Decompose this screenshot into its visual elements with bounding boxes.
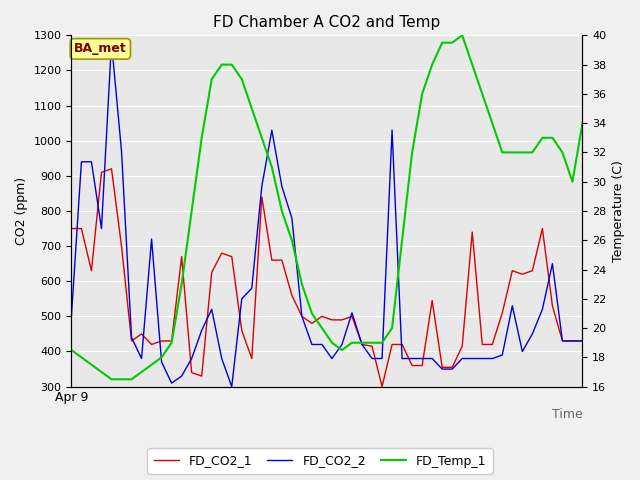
- FD_CO2_1: [68, 226, 76, 231]
- FD_CO2_2: [228, 384, 236, 389]
- FD_CO2_2: [398, 356, 406, 361]
- FD_CO2_1: [378, 384, 386, 389]
- FD_Temp_1: [118, 376, 125, 382]
- FD_Temp_1: [108, 376, 115, 382]
- FD_CO2_2: [419, 356, 426, 361]
- Legend: FD_CO2_1, FD_CO2_2, FD_Temp_1: FD_CO2_1, FD_CO2_2, FD_Temp_1: [147, 448, 493, 474]
- FD_CO2_1: [348, 313, 356, 319]
- FD_Temp_1: [458, 33, 466, 38]
- FD_Temp_1: [318, 325, 326, 331]
- FD_CO2_1: [579, 338, 586, 344]
- FD_Temp_1: [388, 325, 396, 331]
- FD_Temp_1: [68, 347, 76, 353]
- FD_CO2_2: [118, 148, 125, 154]
- FD_Temp_1: [579, 120, 586, 126]
- FD_Temp_1: [258, 135, 266, 141]
- Text: BA_met: BA_met: [74, 42, 127, 55]
- Title: FD Chamber A CO2 and Temp: FD Chamber A CO2 and Temp: [213, 15, 440, 30]
- FD_CO2_2: [268, 127, 276, 133]
- Line: FD_CO2_2: FD_CO2_2: [72, 42, 582, 386]
- Line: FD_Temp_1: FD_Temp_1: [72, 36, 582, 379]
- FD_CO2_1: [398, 342, 406, 348]
- FD_CO2_2: [579, 338, 586, 344]
- FD_CO2_1: [419, 363, 426, 369]
- FD_CO2_2: [358, 342, 366, 348]
- FD_Temp_1: [408, 150, 416, 156]
- FD_Temp_1: [348, 340, 356, 346]
- FD_CO2_1: [318, 313, 326, 319]
- Text: Time: Time: [552, 408, 582, 420]
- Y-axis label: CO2 (ppm): CO2 (ppm): [15, 177, 28, 245]
- Line: FD_CO2_1: FD_CO2_1: [72, 169, 582, 386]
- FD_CO2_2: [328, 356, 336, 361]
- Y-axis label: Temperature (C): Temperature (C): [612, 160, 625, 262]
- FD_CO2_1: [118, 243, 125, 249]
- FD_CO2_1: [108, 166, 115, 172]
- FD_CO2_2: [68, 313, 76, 319]
- FD_CO2_2: [108, 39, 115, 45]
- FD_CO2_1: [258, 194, 266, 200]
